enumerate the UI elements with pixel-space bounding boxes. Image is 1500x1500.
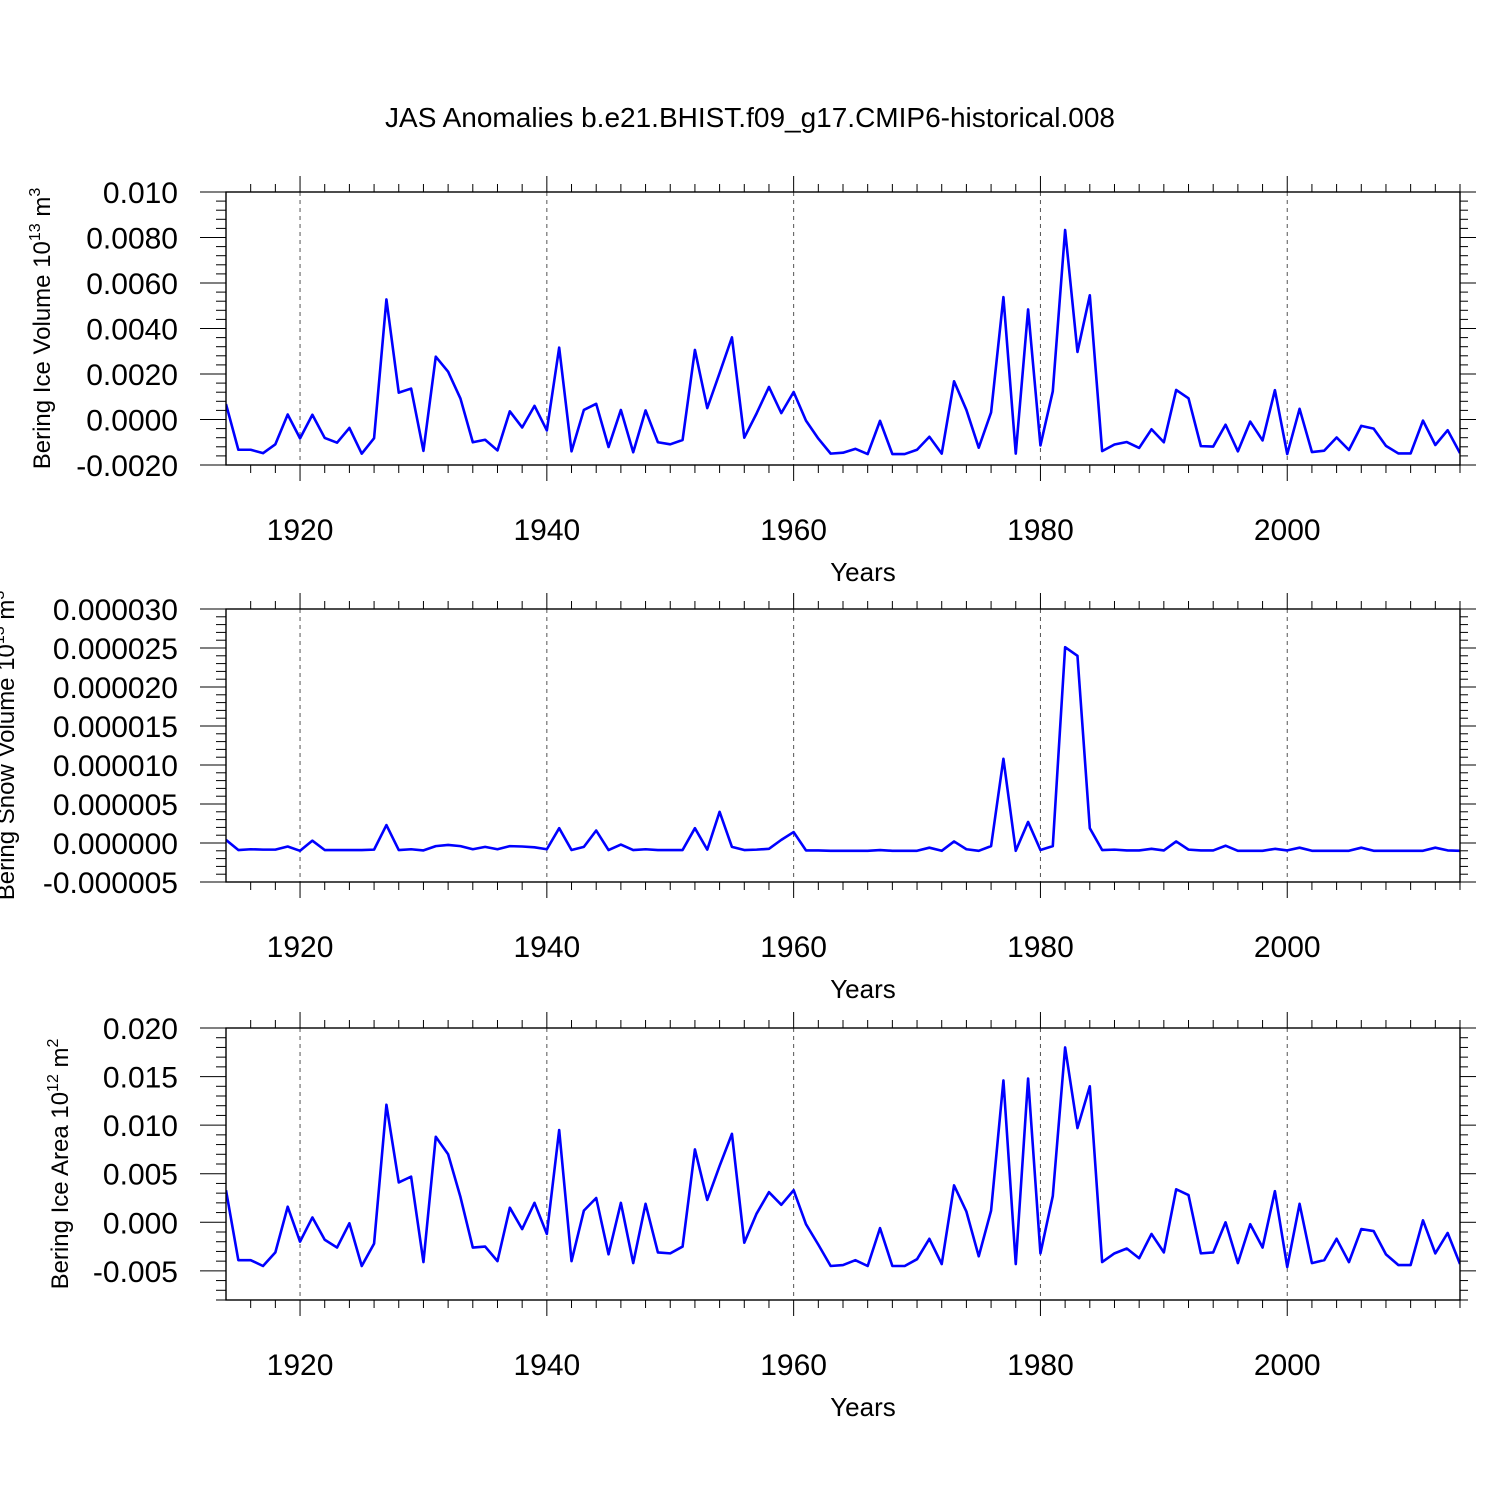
y-tick-label: 0.000 [103, 1207, 178, 1240]
y-axis-label-part: 3 [27, 188, 44, 197]
y-axis-label-part: 2 [45, 1038, 62, 1047]
y-tick-label: 0.000025 [53, 633, 178, 666]
panel-snow-volume: -0.000005 0.000000 0.000005 0.000010 0.00001… [0, 591, 1476, 1004]
y-axis-label-part: 13 [0, 626, 8, 644]
y-axis-label-part: Bering Snow Volume 10 [0, 644, 20, 900]
y-tick-label: -0.000005 [43, 867, 178, 900]
x-tick-label-2000: 2000 [1254, 931, 1321, 964]
y-tick-label: 0.000010 [53, 750, 178, 783]
y-axis-label-part: 3 [0, 591, 8, 600]
panels: -0.0020 0.0000 0.0020 0.0040 0.0060 0.0080 0.0… [0, 176, 1476, 1422]
y-tick-label: 0.010 [103, 1110, 178, 1143]
y-tick-label: 0.000005 [53, 789, 178, 822]
y-tick-label: -0.005 [93, 1256, 178, 1289]
figure-title: JAS Anomalies b.e21.BHIST.f09_g17.CMIP6-… [385, 102, 1115, 133]
x-tick-label-1980: 1980 [1007, 514, 1074, 547]
series-line-ice-volume [226, 228, 1460, 456]
y-tick-label: 0.0060 [86, 268, 178, 301]
y-tick-label: 0.000000 [53, 828, 178, 861]
series-line-ice-area [226, 1046, 1460, 1269]
plot-frame-ice-volume [225, 191, 1461, 466]
y-tick-label: 0.005 [103, 1159, 178, 1192]
y-axis-label: Bering Ice Area 1012 m2 [45, 1038, 74, 1289]
y-tick-label: 0.0040 [86, 314, 178, 347]
y-axis-label-part: Bering Ice Area 10 [47, 1092, 74, 1289]
y-axis-label-part: m [47, 1047, 74, 1074]
x-tick-label-1940: 1940 [513, 931, 580, 964]
x-tick-label-1960: 1960 [760, 931, 827, 964]
plot-frame-ice-area [225, 1027, 1461, 1301]
x-tick-label-1940: 1940 [513, 1349, 580, 1382]
y-tick-label: 0.0020 [86, 359, 178, 392]
x-axis-label: Years [830, 557, 896, 587]
x-tick-label-1920: 1920 [267, 514, 334, 547]
x-tick-label-2000: 2000 [1254, 514, 1321, 547]
x-tick-label-1980: 1980 [1007, 931, 1074, 964]
x-axis-label: Years [830, 974, 896, 1004]
y-tick-label: 0.010 [103, 177, 178, 210]
y-tick-label: 0.020 [103, 1013, 178, 1046]
y-axis-label-part: m [29, 197, 56, 224]
y-tick-label: 0.000030 [53, 594, 178, 627]
y-axis-label-part: 12 [45, 1074, 62, 1092]
y-tick-label: 0.0080 [86, 223, 178, 256]
panel-ice-volume: -0.0020 0.0000 0.0020 0.0040 0.0060 0.0080 0.0… [27, 176, 1476, 587]
x-tick-label-2000: 2000 [1254, 1349, 1321, 1382]
y-axis-label-part: 13 [27, 223, 44, 241]
x-tick-label-1960: 1960 [760, 1349, 827, 1382]
y-axis-label-part: Bering Ice Volume 10 [29, 241, 56, 469]
plot-frame-snow-volume [225, 608, 1461, 883]
y-axis-label: Bering Snow Volume 1013 m3 [0, 591, 20, 901]
y-axis-label-group: Bering Ice Area 1012 m2 [45, 1038, 74, 1289]
y-tick-label: 0.000015 [53, 711, 178, 744]
y-tick-label: -0.0020 [76, 450, 178, 483]
y-tick-label: 0.0000 [86, 405, 178, 438]
x-tick-label-1960: 1960 [760, 514, 827, 547]
panel-ice-area: -0.005 0.000 0.005 0.010 0.015 0.020 1920 1940 1… [45, 1012, 1476, 1422]
y-axis-label-part: m [0, 600, 20, 627]
x-tick-label-1920: 1920 [267, 931, 334, 964]
x-tick-label-1920: 1920 [267, 1349, 334, 1382]
y-tick-label: 0.000020 [53, 672, 178, 705]
y-tick-label: 0.015 [103, 1062, 178, 1095]
y-axis-label-group: Bering Snow Volume 1013 m3 [0, 591, 20, 901]
y-axis-label-group: Bering Ice Volume 1013 m3 [27, 188, 56, 470]
x-tick-label-1940: 1940 [513, 514, 580, 547]
x-axis-label: Years [830, 1392, 896, 1422]
x-tick-label-1980: 1980 [1007, 1349, 1074, 1382]
y-axis-label: Bering Ice Volume 1013 m3 [27, 188, 56, 470]
series-line-snow-volume [226, 645, 1460, 853]
